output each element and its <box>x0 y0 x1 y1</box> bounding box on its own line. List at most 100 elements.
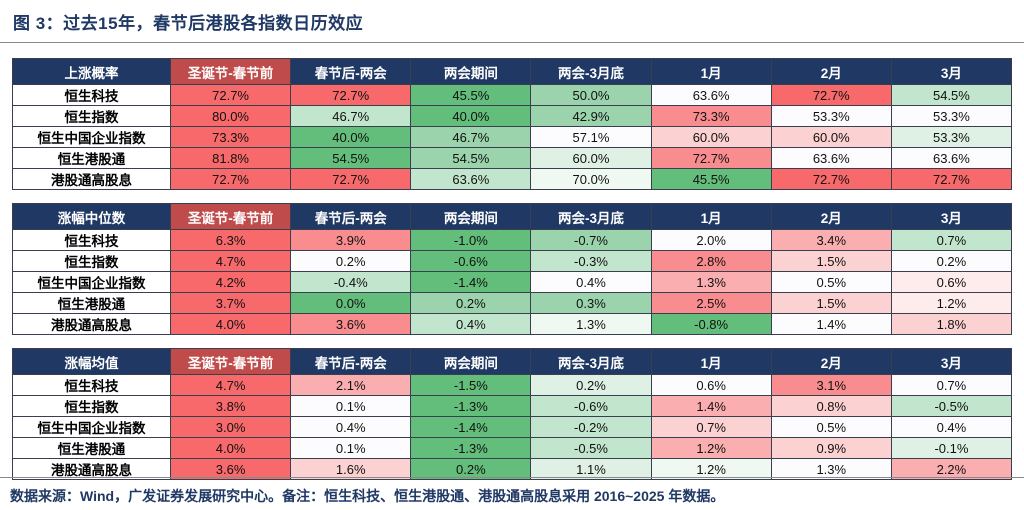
value-cell: 60.0% <box>530 147 652 169</box>
value-cell: 0.6% <box>890 271 1013 293</box>
row-label: 港股通高股息 <box>12 458 171 480</box>
column-header-cell: 圣诞节-春节前 <box>169 348 292 375</box>
value-cell: 6.3% <box>169 229 292 251</box>
value-cell: 1.4% <box>650 395 772 417</box>
value-cell: 73.3% <box>650 105 772 127</box>
bottom-divider <box>0 477 1024 478</box>
row-label: 恒生港股通 <box>12 292 171 314</box>
value-cell: 0.8% <box>770 395 892 417</box>
table-row: 恒生科技 6.3% 3.9% -1.0% -0.7% 2.0% 3.4% 0.7% <box>12 229 1013 251</box>
table-title-cell: 涨幅均值 <box>12 348 171 375</box>
table-row: 恒生中国企业指数 3.0% 0.4% -1.4% -0.2% 0.7% 0.5% 0.4% <box>12 416 1013 438</box>
value-cell: 0.2% <box>410 458 532 480</box>
value-cell: 3.1% <box>770 374 892 396</box>
value-cell: 3.7% <box>169 292 292 314</box>
value-cell: 63.6% <box>410 168 532 190</box>
table-row: 港股通高股息 4.0% 3.6% 0.4% 1.3% -0.8% 1.4% 1.8% <box>12 313 1013 335</box>
value-cell: -1.4% <box>410 416 532 438</box>
value-cell: 40.0% <box>290 126 412 148</box>
row-label: 恒生指数 <box>12 105 171 127</box>
value-cell: 1.3% <box>650 271 772 293</box>
value-cell: 3.9% <box>290 229 412 251</box>
row-label: 港股通高股息 <box>12 168 171 190</box>
tables: 上涨概率 圣诞节-春节前 春节后-两会 两会期间 两会-3月底 1月 2月 3月 恒生科技 72.… <box>12 58 1013 480</box>
value-cell: 0.2% <box>890 250 1013 272</box>
value-cell: 1.3% <box>770 458 892 480</box>
column-header-cell: 2月 <box>770 348 892 375</box>
column-header-cell: 3月 <box>890 348 1013 375</box>
value-cell: 2.5% <box>650 292 772 314</box>
value-cell: 80.0% <box>169 105 292 127</box>
value-cell: -0.5% <box>530 437 652 459</box>
value-cell: 45.5% <box>410 84 532 106</box>
value-cell: 0.2% <box>530 374 652 396</box>
value-cell: 72.7% <box>890 168 1013 190</box>
value-cell: 1.4% <box>770 313 892 335</box>
value-cell: 1.2% <box>650 437 772 459</box>
table-row: 恒生中国企业指数 4.2% -0.4% -1.4% 0.4% 1.3% 0.5% 0.6% <box>12 271 1013 293</box>
value-cell: 4.0% <box>169 313 292 335</box>
value-cell: 1.8% <box>890 313 1013 335</box>
value-cell: 60.0% <box>650 126 772 148</box>
value-cell: 0.4% <box>890 416 1013 438</box>
value-cell: 63.6% <box>770 147 892 169</box>
value-cell: 46.7% <box>410 126 532 148</box>
value-cell: -0.1% <box>890 437 1013 459</box>
heatmap-table-1: 上涨概率 圣诞节-春节前 春节后-两会 两会期间 两会-3月底 1月 2月 3月 恒生科技 72.… <box>12 58 1013 190</box>
table-row: 恒生港股通 3.7% 0.0% 0.2% 0.3% 2.5% 1.5% 1.2% <box>12 292 1013 314</box>
value-cell: 0.0% <box>290 292 412 314</box>
value-cell: 73.3% <box>169 126 292 148</box>
column-header-cell: 两会期间 <box>410 348 532 375</box>
value-cell: 40.0% <box>410 105 532 127</box>
value-cell: 0.4% <box>290 416 412 438</box>
value-cell: -1.3% <box>410 437 532 459</box>
value-cell: 60.0% <box>770 126 892 148</box>
column-header-cell: 1月 <box>650 203 772 230</box>
value-cell: 53.3% <box>890 126 1013 148</box>
value-cell: 54.5% <box>890 84 1013 106</box>
table-title-cell: 上涨概率 <box>12 58 171 85</box>
column-header-cell: 3月 <box>890 58 1013 85</box>
value-cell: 1.6% <box>290 458 412 480</box>
table-row: 恒生指数 4.7% 0.2% -0.6% -0.3% 2.8% 1.5% 0.2% <box>12 250 1013 272</box>
table-row: 恒生指数 80.0% 46.7% 40.0% 42.9% 73.3% 53.3% 53.3% <box>12 105 1013 127</box>
column-header-cell: 圣诞节-春节前 <box>169 203 292 230</box>
value-cell: -1.3% <box>410 395 532 417</box>
header-row: 涨幅均值 圣诞节-春节前 春节后-两会 两会期间 两会-3月底 1月 2月 3月 <box>12 348 1013 375</box>
column-header-cell: 1月 <box>650 58 772 85</box>
value-cell: -0.3% <box>530 250 652 272</box>
value-cell: 50.0% <box>530 84 652 106</box>
value-cell: 1.2% <box>650 458 772 480</box>
value-cell: 3.6% <box>169 458 292 480</box>
value-cell: 63.6% <box>650 84 772 106</box>
value-cell: 0.5% <box>770 271 892 293</box>
value-cell: 70.0% <box>530 168 652 190</box>
value-cell: 0.4% <box>530 271 652 293</box>
source-note: 数据来源：Wind，广发证券发展研究中心。备注：恒生科技、恒生港股通、港股通高股… <box>10 488 725 504</box>
top-divider <box>0 42 1024 43</box>
value-cell: -1.5% <box>410 374 532 396</box>
value-cell: 72.7% <box>169 168 292 190</box>
value-cell: 1.2% <box>890 292 1013 314</box>
table-title-cell: 涨幅中位数 <box>12 203 171 230</box>
row-label: 恒生港股通 <box>12 437 171 459</box>
value-cell: 4.0% <box>169 437 292 459</box>
value-cell: 1.5% <box>770 292 892 314</box>
value-cell: 72.7% <box>770 168 892 190</box>
value-cell: -1.4% <box>410 271 532 293</box>
value-cell: 0.3% <box>530 292 652 314</box>
value-cell: 46.7% <box>290 105 412 127</box>
value-cell: -0.7% <box>530 229 652 251</box>
value-cell: -0.4% <box>290 271 412 293</box>
heatmap-table-2: 涨幅中位数 圣诞节-春节前 春节后-两会 两会期间 两会-3月底 1月 2月 3月 恒生科技 6.… <box>12 203 1013 335</box>
column-header-cell: 春节后-两会 <box>290 348 412 375</box>
value-cell: 53.3% <box>890 105 1013 127</box>
value-cell: 72.7% <box>770 84 892 106</box>
value-cell: 2.2% <box>890 458 1013 480</box>
table-row: 恒生科技 4.7% 2.1% -1.5% 0.2% 0.6% 3.1% 0.7% <box>12 374 1013 396</box>
value-cell: 4.7% <box>169 250 292 272</box>
value-cell: -0.5% <box>890 395 1013 417</box>
value-cell: 0.1% <box>290 437 412 459</box>
column-header-cell: 春节后-两会 <box>290 203 412 230</box>
